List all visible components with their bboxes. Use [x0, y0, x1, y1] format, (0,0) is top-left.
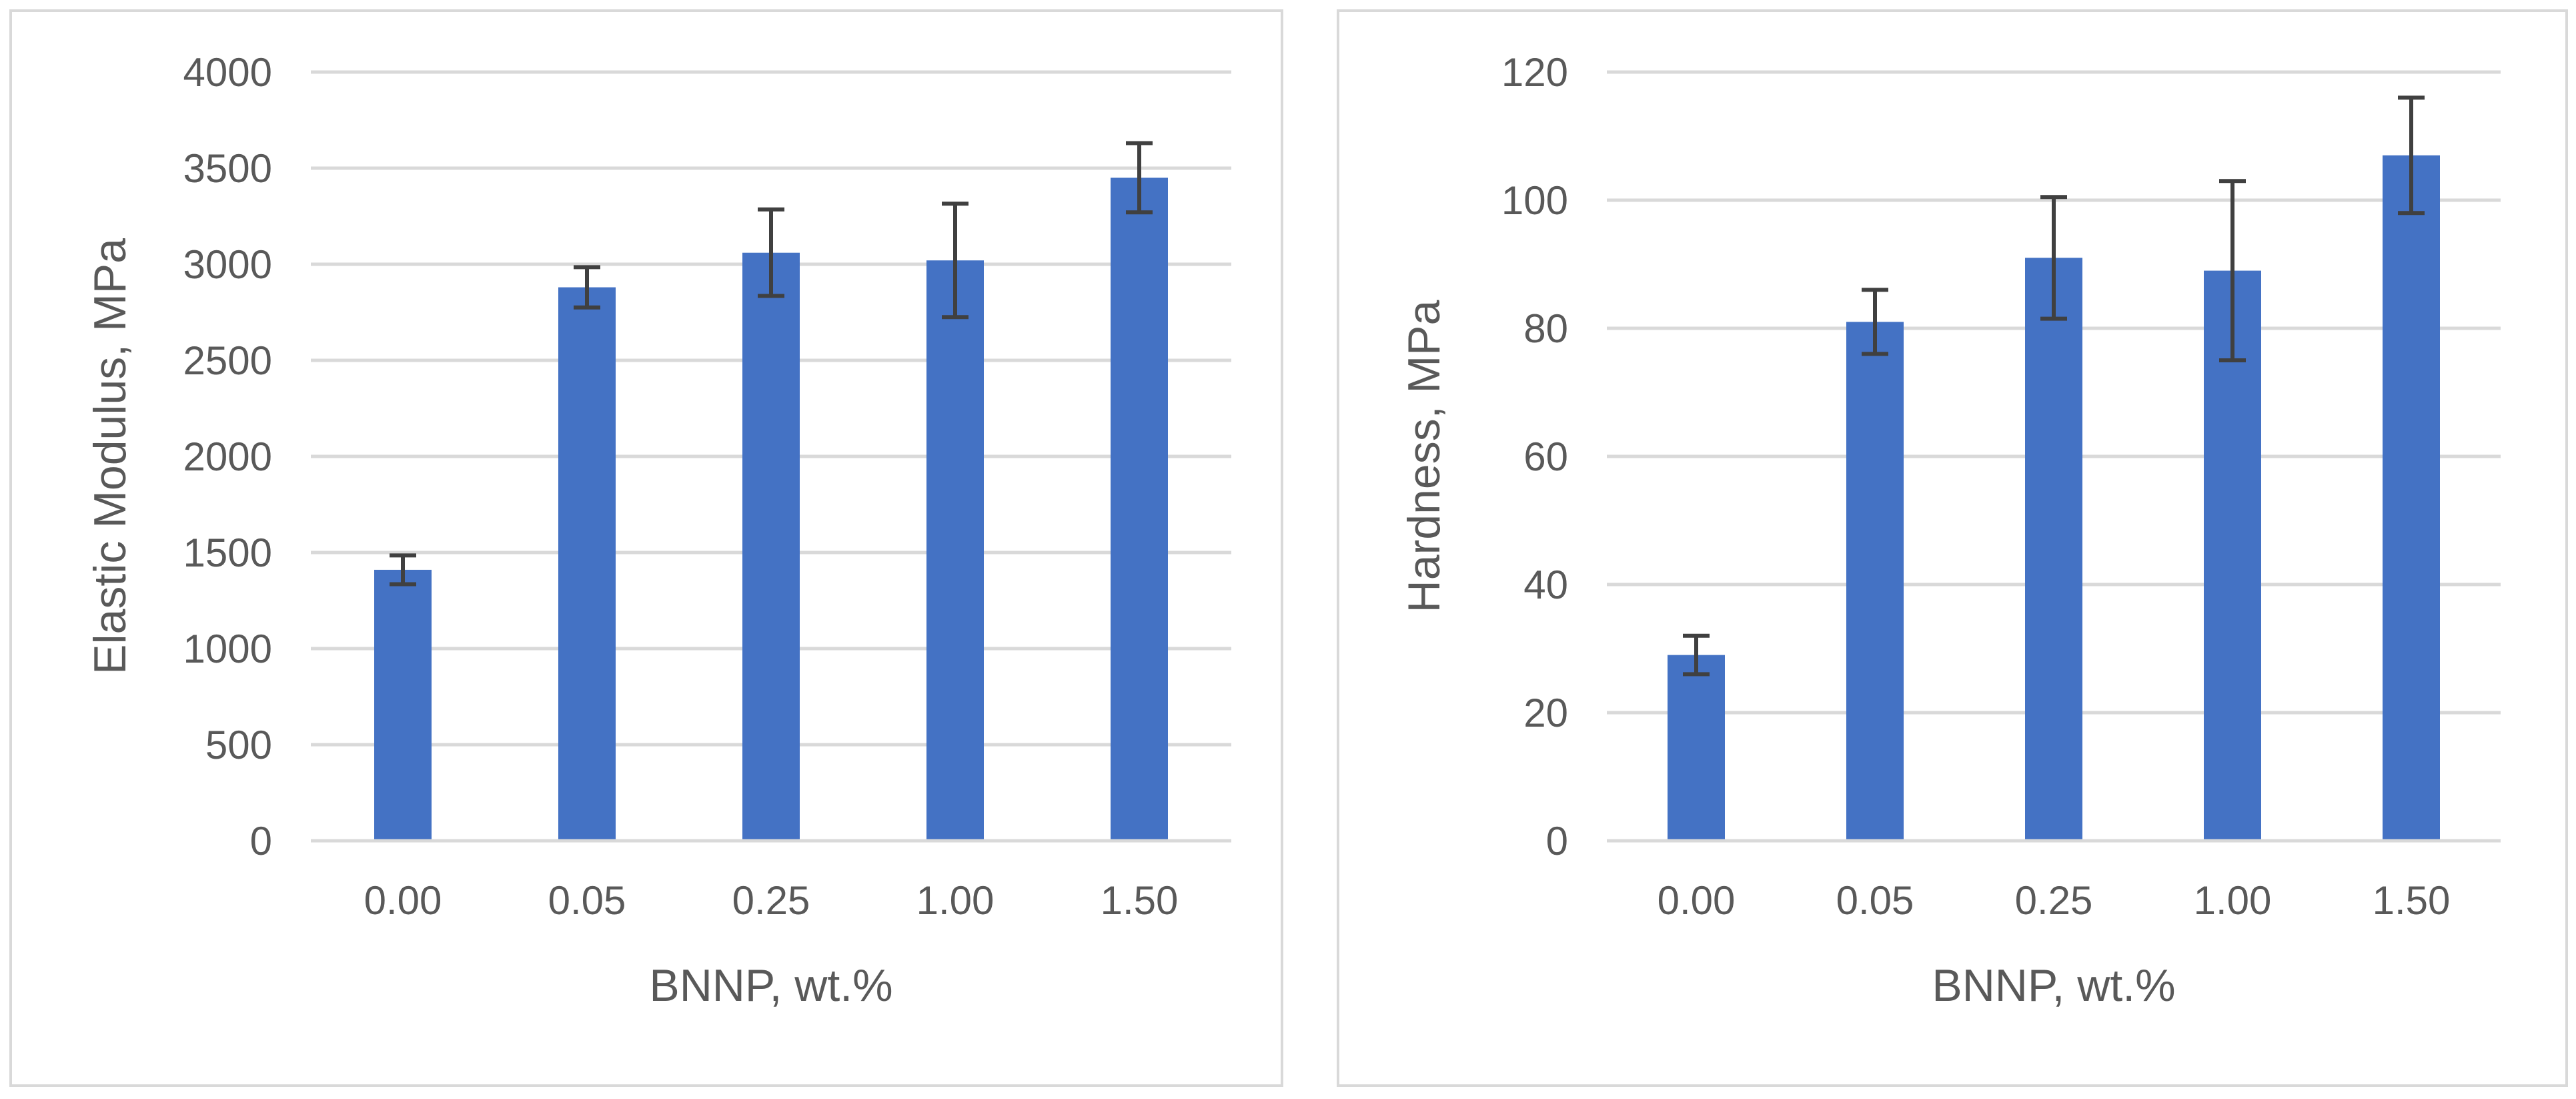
x-tick-label: 0.00	[1658, 878, 1736, 923]
y-axis-title: Elastic Modulus, MPa	[85, 238, 135, 675]
y-tick-label: 100	[1501, 178, 1568, 223]
y-tick-label: 500	[205, 723, 272, 767]
y-tick-label: 80	[1523, 306, 1568, 351]
bar	[926, 260, 984, 841]
y-tick-label: 40	[1523, 563, 1568, 607]
y-tick-label: 60	[1523, 434, 1568, 479]
bar	[374, 569, 432, 841]
y-axis-title: Hardness, MPa	[1399, 300, 1449, 613]
bar	[2025, 258, 2082, 841]
x-axis-title: BNNP, wt.%	[649, 960, 892, 1011]
bar	[2204, 270, 2261, 841]
y-tick-label: 2000	[183, 434, 272, 479]
y-tick-label: 0	[250, 819, 272, 863]
bar	[1668, 655, 1725, 841]
x-tick-label: 0.05	[548, 878, 626, 923]
y-tick-label: 20	[1523, 691, 1568, 735]
hardness-chart: 0 20 40 60 80 100 120 0.00 0.05 0.25 1.00 1.50 BNNP,…	[1337, 9, 2568, 1087]
hardness-chart-svg: 0 20 40 60 80 100 120 0.00 0.05 0.25 1.00 1.50 BNNP,…	[1399, 50, 2501, 1011]
bar	[1111, 177, 1168, 841]
x-tick-label: 1.00	[2194, 878, 2272, 923]
x-tick-label: 0.25	[2015, 878, 2093, 923]
bar	[2383, 155, 2440, 841]
y-tick-label: 1500	[183, 530, 272, 575]
x-tick-label: 0.00	[364, 878, 442, 923]
y-tick-label: 0	[1546, 819, 1568, 863]
x-tick-label: 1.00	[916, 878, 995, 923]
x-tick-label: 0.05	[1836, 878, 1914, 923]
x-tick-label: 1.50	[2373, 878, 2451, 923]
x-tick-label: 1.50	[1101, 878, 1179, 923]
bar	[558, 287, 616, 841]
y-tick-label: 120	[1501, 50, 1568, 95]
y-tick-label: 2500	[183, 338, 272, 383]
elastic-modulus-chart-svg: 0 500 1000 1500 2000 2500 3000 3500 4000 0.00 0.05…	[85, 50, 1231, 1011]
y-tick-label: 3000	[183, 242, 272, 287]
bar	[742, 252, 800, 841]
y-tick-label: 3500	[183, 146, 272, 191]
y-tick-label: 1000	[183, 627, 272, 671]
elastic-modulus-chart: 0 500 1000 1500 2000 2500 3000 3500 4000 0.00 0.05…	[9, 9, 1283, 1087]
x-tick-label: 0.25	[732, 878, 810, 923]
bar	[1846, 322, 1904, 841]
x-axis-title: BNNP, wt.%	[1932, 960, 2175, 1011]
y-tick-label: 4000	[183, 50, 272, 95]
